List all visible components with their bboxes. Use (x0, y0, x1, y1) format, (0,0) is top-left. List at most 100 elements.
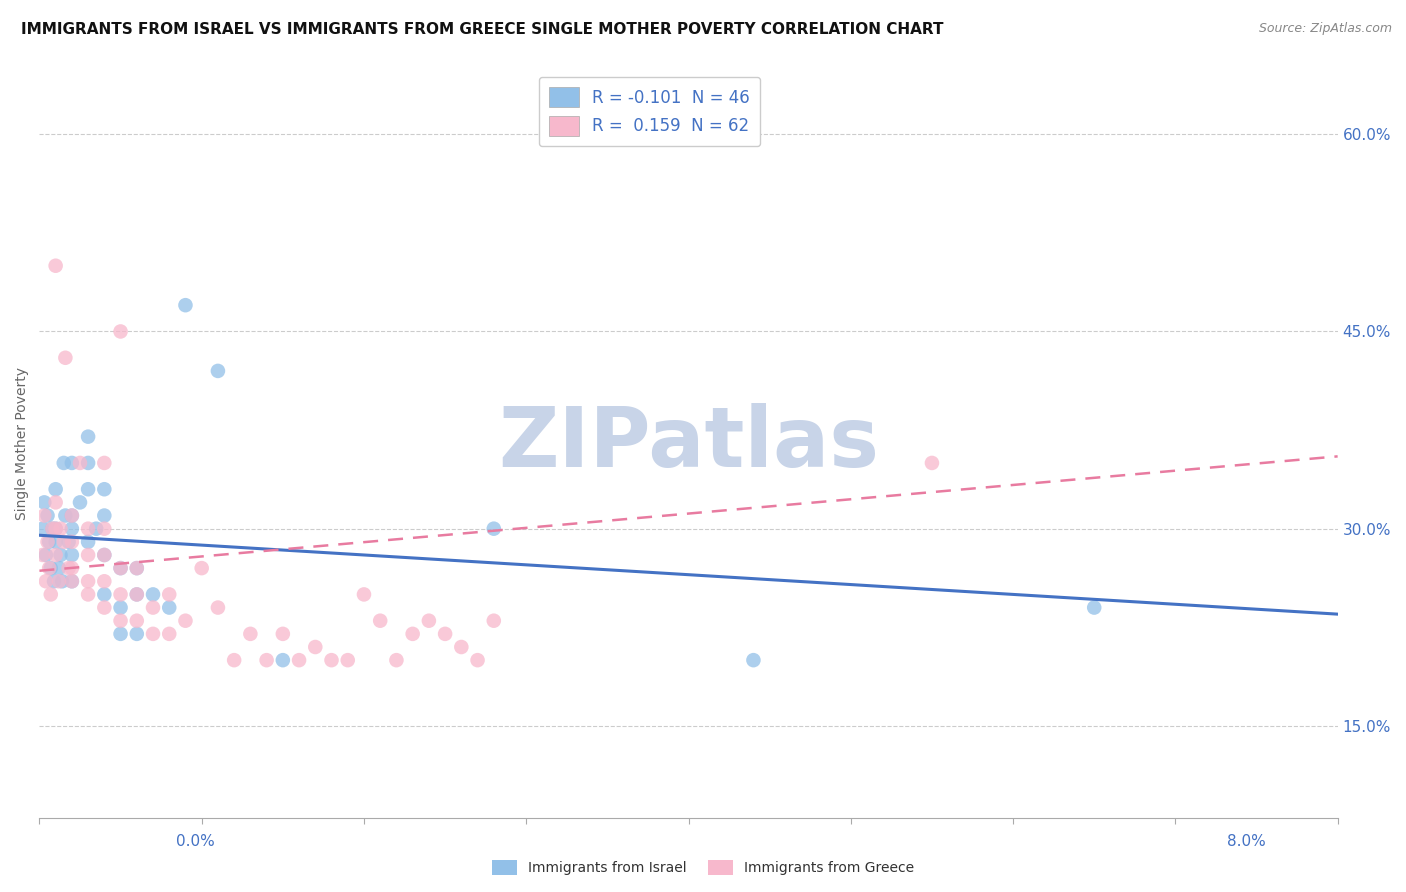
Point (125, 561, 148, 575)
Point (174, 614, 197, 628)
Point (401, 627, 423, 641)
Point (93, 587, 115, 601)
Point (48, 561, 70, 575)
Point (93, 548, 115, 562)
Point (41, 522, 63, 536)
Point (157, 600, 180, 615)
Point (288, 653, 311, 667)
Point (224, 653, 246, 667)
Point (31, 548, 53, 562)
Point (55, 351, 77, 365)
Point (256, 653, 278, 667)
Point (77, 522, 100, 536)
Point (51, 574, 73, 589)
Point (49, 522, 72, 536)
Point (93, 456, 115, 470)
Point (37, 534, 59, 549)
Point (35, 548, 58, 562)
Point (921, 456, 943, 470)
Point (110, 627, 132, 641)
Point (45, 534, 67, 549)
Point (52, 534, 75, 549)
Point (125, 587, 148, 601)
Point (190, 561, 212, 575)
Point (174, 298, 197, 312)
Point (77, 430, 100, 444)
Point (93, 522, 115, 536)
Point (207, 364, 229, 378)
Point (207, 600, 229, 615)
Point (60, 508, 83, 523)
Point (93, 600, 115, 615)
Point (60, 522, 83, 536)
Point (60, 561, 83, 575)
Point (45, 482, 67, 496)
Point (304, 640, 326, 654)
Point (55, 508, 77, 523)
Point (93, 508, 115, 523)
Text: 0.0%: 0.0% (176, 834, 215, 849)
Point (271, 627, 294, 641)
Point (142, 600, 165, 615)
Text: 8.0%: 8.0% (1226, 834, 1265, 849)
Point (336, 653, 359, 667)
Point (142, 587, 165, 601)
Point (45, 522, 67, 536)
Point (450, 640, 472, 654)
Point (77, 548, 100, 562)
Point (32, 508, 55, 523)
Point (142, 627, 165, 641)
Point (353, 587, 375, 601)
Point (385, 653, 408, 667)
Text: ZIPatlas: ZIPatlas (498, 402, 879, 483)
Point (39, 561, 62, 575)
Point (69, 456, 91, 470)
Point (77, 482, 100, 496)
Point (157, 627, 180, 641)
Point (77, 574, 100, 589)
Point (42, 574, 65, 589)
Point (93, 548, 115, 562)
Point (77, 534, 100, 549)
Point (110, 614, 132, 628)
Point (49, 548, 72, 562)
Legend: R = -0.101  N = 46, R =  0.159  N = 62: R = -0.101 N = 46, R = 0.159 N = 62 (538, 77, 761, 146)
Point (60, 574, 83, 589)
Point (69, 495, 91, 509)
Point (321, 653, 343, 667)
Point (482, 522, 505, 536)
Point (93, 574, 115, 589)
Point (60, 456, 83, 470)
Point (110, 587, 132, 601)
Point (37, 508, 59, 523)
Point (418, 614, 440, 628)
Point (41, 522, 63, 536)
Point (39, 587, 62, 601)
Text: IMMIGRANTS FROM ISRAEL VS IMMIGRANTS FROM GREECE SINGLE MOTHER POVERTY CORRELATI: IMMIGRANTS FROM ISRAEL VS IMMIGRANTS FRO… (21, 22, 943, 37)
Point (77, 456, 100, 470)
Point (467, 653, 489, 667)
Point (110, 561, 132, 575)
Point (110, 561, 132, 575)
Point (32, 495, 55, 509)
Point (239, 627, 262, 641)
Point (125, 561, 148, 575)
Text: Source: ZipAtlas.com: Source: ZipAtlas.com (1258, 22, 1392, 36)
Point (125, 587, 148, 601)
Point (45, 495, 67, 509)
Point (45, 522, 67, 536)
Point (93, 482, 115, 496)
Point (60, 574, 83, 589)
Point (48, 574, 70, 589)
Point (58, 534, 80, 549)
Point (368, 614, 391, 628)
Point (125, 614, 148, 628)
Point (125, 627, 148, 641)
Point (157, 587, 180, 601)
Point (45, 259, 67, 273)
Point (110, 325, 132, 339)
Point (77, 587, 100, 601)
Point (35, 574, 58, 589)
Point (60, 534, 83, 549)
Point (110, 600, 132, 615)
